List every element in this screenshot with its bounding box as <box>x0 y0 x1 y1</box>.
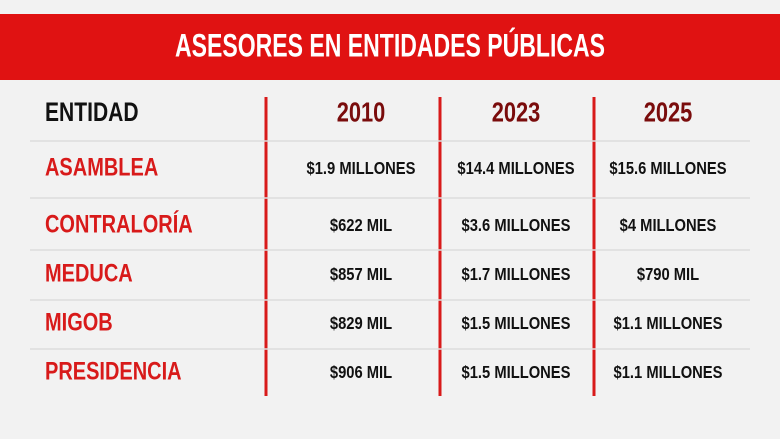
column-header-group: 2010 <box>337 97 386 128</box>
column-dividers <box>264 97 596 396</box>
table-cell-group: $1.1 MILLONES <box>614 313 723 333</box>
table-cell: $906 MIL <box>330 362 392 382</box>
table-cell: $622 MIL <box>330 215 392 235</box>
table-cell: $3.6 MILLONES <box>462 215 571 235</box>
column-header-group: 2025 <box>644 97 693 128</box>
column-header: ENTIDAD <box>45 98 139 128</box>
column-header: 2023 <box>492 97 541 128</box>
table-cell: $4 MILLONES <box>620 215 717 235</box>
entity-name-group: MEDUCA <box>45 260 133 288</box>
column-header-group: 2023 <box>492 97 541 128</box>
entity-name: PRESIDENCIA <box>45 358 182 386</box>
table-cell: $829 MIL <box>330 313 392 333</box>
table-cell-group: $622 MIL <box>330 215 392 235</box>
column-header: 2010 <box>337 97 386 128</box>
title-banner <box>0 14 780 80</box>
table-cell: $790 MIL <box>637 264 699 284</box>
entity-name: MIGOB <box>45 309 113 337</box>
row-separators <box>30 140 750 350</box>
table-cell-group: $3.6 MILLONES <box>462 215 571 235</box>
table-cell-group: $790 MIL <box>637 264 699 284</box>
table-cell: $857 MIL <box>330 264 392 284</box>
table-cell: $1.5 MILLONES <box>462 313 571 333</box>
table-cell-group: $1.5 MILLONES <box>462 313 571 333</box>
column-header-group: ENTIDAD <box>45 98 139 128</box>
entity-name-group: PRESIDENCIA <box>45 358 182 386</box>
table-cell: $1.7 MILLONES <box>462 264 571 284</box>
table-cell: $1.5 MILLONES <box>462 362 571 382</box>
table-cell-group: $1.7 MILLONES <box>462 264 571 284</box>
entity-name-group: MIGOB <box>45 309 113 337</box>
entity-name: ASAMBLEA <box>45 154 158 182</box>
table-cell-group: $857 MIL <box>330 264 392 284</box>
table-cell-group: $1.9 MILLONES <box>307 158 416 178</box>
table-cell-group: $15.6 MILLONES <box>609 158 726 178</box>
table-cell-group: $906 MIL <box>330 362 392 382</box>
entity-name-group: ASAMBLEA <box>45 154 158 182</box>
table-cell: $1.9 MILLONES <box>307 158 416 178</box>
table-cell-group: $1.5 MILLONES <box>462 362 571 382</box>
entity-name: MEDUCA <box>45 260 133 288</box>
table-cell-group: $829 MIL <box>330 313 392 333</box>
entity-name-group: CONTRALORÍA <box>45 211 193 239</box>
table-cell-group: $4 MILLONES <box>620 215 717 235</box>
entity-name: CONTRALORÍA <box>45 211 193 239</box>
title: ASESORES EN ENTIDADES PÚBLICAS <box>175 28 605 64</box>
table-cell: $1.1 MILLONES <box>614 362 723 382</box>
column-header: 2025 <box>644 97 693 128</box>
table-cell: $1.1 MILLONES <box>614 313 723 333</box>
table-cell-group: $1.1 MILLONES <box>614 362 723 382</box>
table-cell: $14.4 MILLONES <box>457 158 574 178</box>
table-cell: $15.6 MILLONES <box>609 158 726 178</box>
title-group: ASESORES EN ENTIDADES PÚBLICAS <box>175 28 605 64</box>
table-cell-group: $14.4 MILLONES <box>457 158 574 178</box>
